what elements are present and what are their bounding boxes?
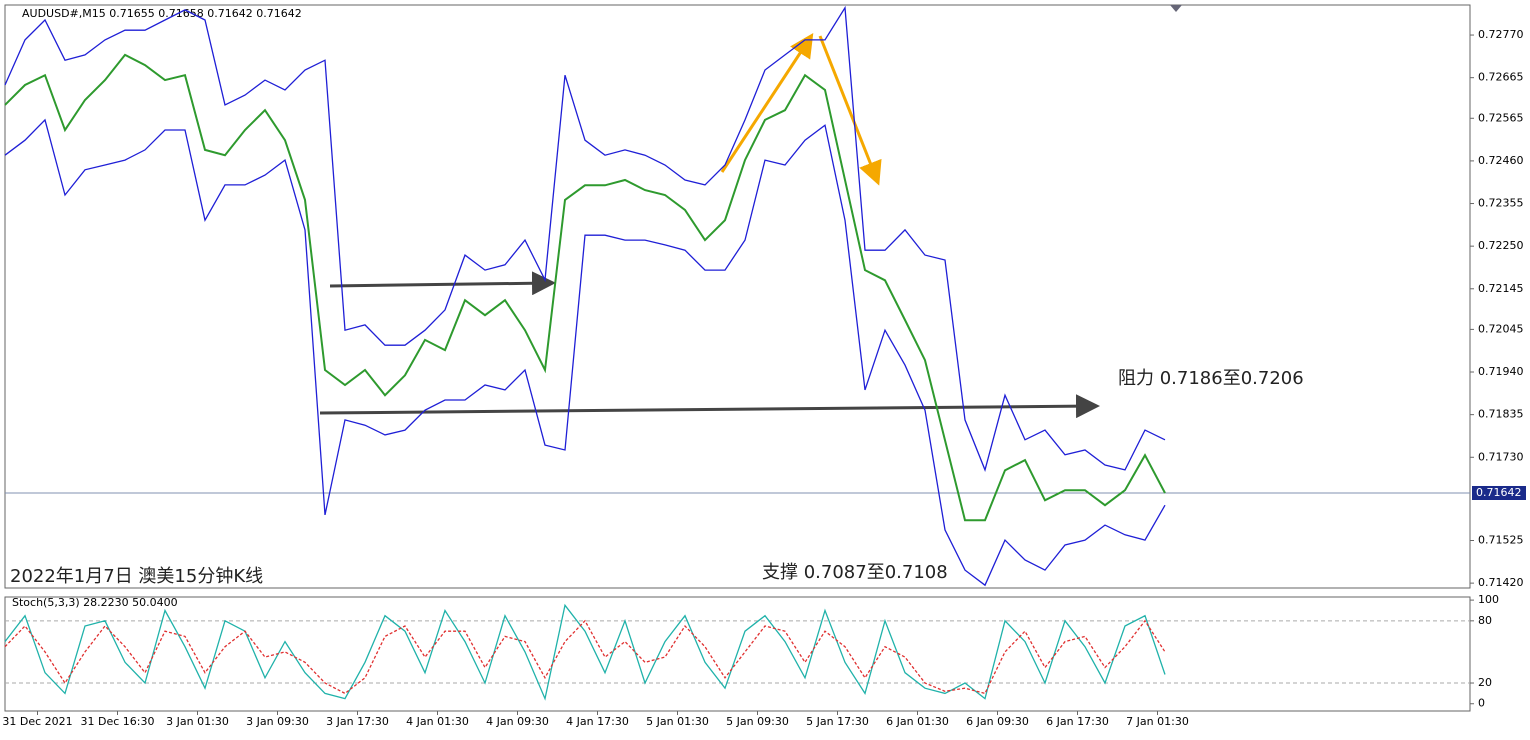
annotation: 支撑 0.7087至0.7108 (762, 562, 948, 583)
x-tick-label: 7 Jan 01:30 (1126, 715, 1189, 728)
current-price-label: 0.71642 (1476, 486, 1522, 499)
y-tick-label: 0.72665 (1478, 71, 1524, 84)
series-line (4, 603, 1166, 701)
x-tick-label: 5 Jan 09:30 (726, 715, 789, 728)
series-line (4, 53, 1166, 522)
arrow (329, 271, 556, 296)
y-tick-label: 0.71730 (1478, 450, 1524, 463)
y-tick-label: 0.72460 (1478, 154, 1524, 167)
series-line (4, 118, 1166, 587)
current-price-box (1472, 485, 1526, 500)
stoch-pane (4, 596, 1471, 712)
arrow (319, 394, 1100, 419)
x-tick-label: 5 Jan 17:30 (806, 715, 869, 728)
x-tick-label: 31 Dec 16:30 (81, 715, 155, 728)
arrow (818, 35, 882, 186)
x-tick-label: 5 Jan 01:30 (646, 715, 709, 728)
x-tick-label: 4 Jan 01:30 (406, 715, 469, 728)
series-line (4, 5, 1166, 472)
indicator-label: Stoch(5,3,3) 28.2230 50.0400 (12, 596, 178, 609)
y-tick-label: 0.71420 (1478, 576, 1524, 589)
y-tick-label: 0.72145 (1478, 282, 1524, 295)
symbol-label: AUDUSD#,M15 0.71655 0.71658 0.71642 0.71… (22, 7, 302, 20)
y-tick-label: 0 (1478, 697, 1485, 710)
x-tick-label: 6 Jan 09:30 (966, 715, 1029, 728)
annotation: 阻力 0.7186至0.7206 (1118, 368, 1304, 389)
x-tick-label: 31 Dec 2021 (2, 715, 72, 728)
y-tick-label: 0.72770 (1478, 28, 1524, 41)
x-tick-label: 3 Jan 09:30 (246, 715, 309, 728)
x-tick-label: 4 Jan 17:30 (566, 715, 629, 728)
y-tick-label: 100 (1478, 593, 1499, 606)
main-pane (4, 4, 1471, 589)
x-tick-label: 6 Jan 17:30 (1046, 715, 1109, 728)
y-tick-label: 0.71525 (1478, 533, 1524, 546)
y-tick-label: 20 (1478, 676, 1492, 689)
y-tick-label: 0.71940 (1478, 365, 1524, 378)
y-tick-label: 80 (1478, 614, 1492, 627)
y-tick-label: 0.72250 (1478, 239, 1524, 252)
y-tick-label: 0.72565 (1478, 111, 1524, 124)
x-tick-label: 3 Jan 01:30 (166, 715, 229, 728)
x-tick-label: 3 Jan 17:30 (326, 715, 389, 728)
y-tick-label: 0.71835 (1478, 408, 1524, 421)
y-tick-label: 0.72355 (1478, 197, 1524, 210)
x-tick-label: 6 Jan 01:30 (886, 715, 949, 728)
y-tick-label: 0.72045 (1478, 322, 1524, 335)
annotation: 2022年1月7日 澳美15分钟K线 (10, 566, 263, 587)
arrow (720, 32, 814, 173)
x-tick-label: 4 Jan 09:30 (486, 715, 549, 728)
shift-marker (1170, 5, 1182, 12)
series-line (4, 619, 1166, 695)
